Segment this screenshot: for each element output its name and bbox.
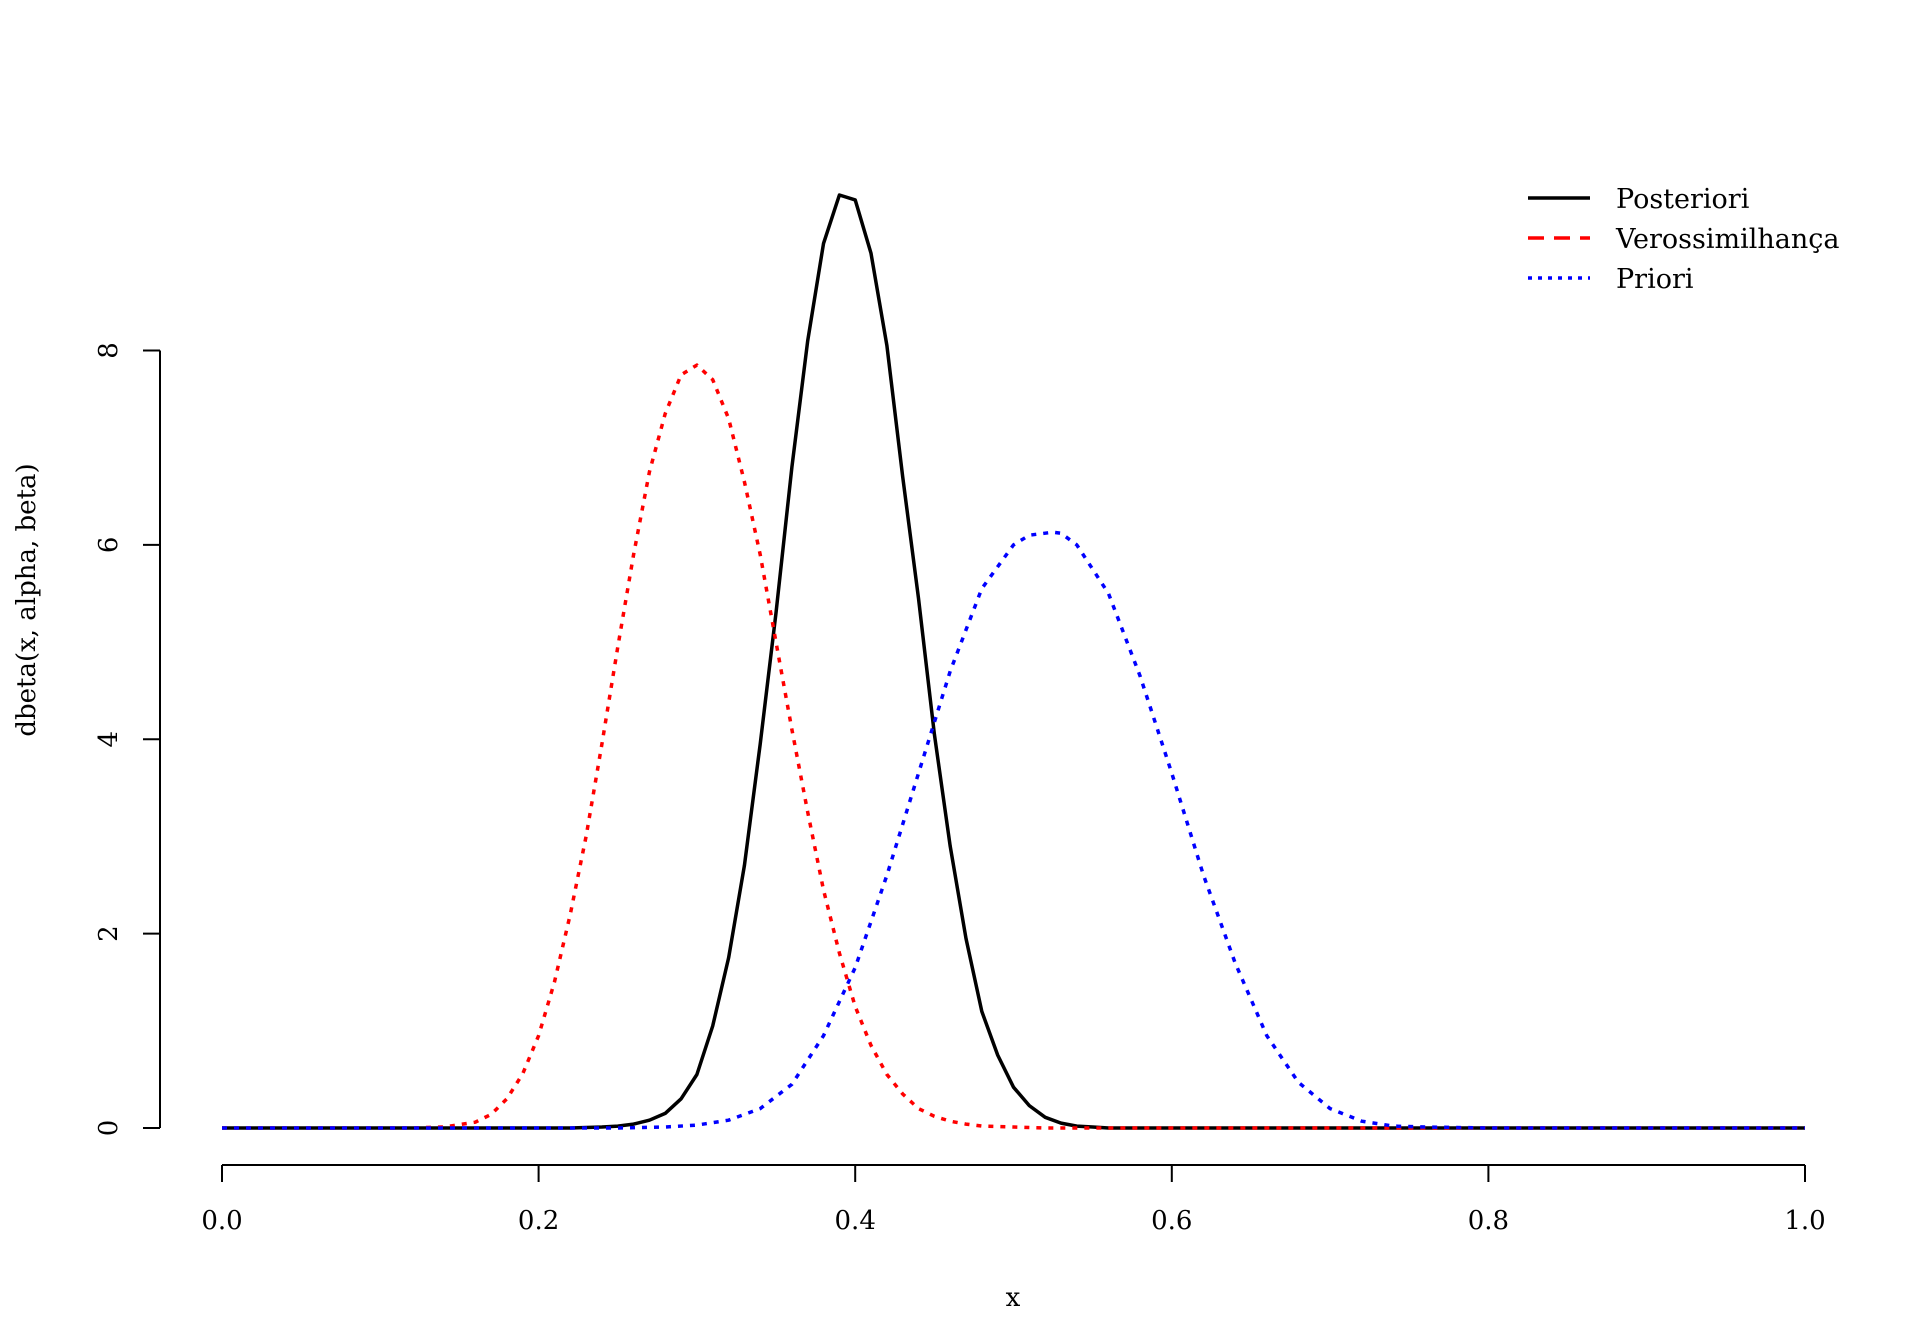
x-tick-label-3: 0.6 [1151,1206,1192,1236]
y-tick-label-3: 6 [94,537,124,554]
y-tick-label-1: 2 [94,925,124,942]
y-axis: 0 2 4 6 8 [94,342,161,1137]
x-axis: 0.0 0.2 0.4 0.6 0.8 1.0 [201,1164,1826,1236]
x-tick-label-2: 0.4 [835,1206,876,1236]
y-tick-label-0: 0 [94,1120,124,1137]
y-axis-label: dbeta(x, alpha, beta) [12,463,42,736]
y-tick-label-2: 4 [94,731,124,748]
x-axis-label: x [1006,1283,1021,1313]
series-line-2 [222,530,1805,1130]
legend-label-posteriori: Posteriori [1616,184,1750,215]
legend-label-verossimilhanca: Verossimilhança [1615,224,1839,255]
plot-lines [222,193,1805,1130]
series-line-0 [222,193,1805,1130]
legend: Posteriori Verossimilhança Priori [1528,184,1839,295]
y-tick-label-4: 8 [94,342,124,359]
series-line-1 [222,363,1805,1130]
x-tick-label-5: 1.0 [1784,1206,1825,1236]
x-tick-label-1: 0.2 [518,1206,559,1236]
x-tick-label-0: 0.0 [201,1206,242,1236]
legend-label-priori: Priori [1616,264,1694,295]
x-tick-label-4: 0.8 [1468,1206,1509,1236]
